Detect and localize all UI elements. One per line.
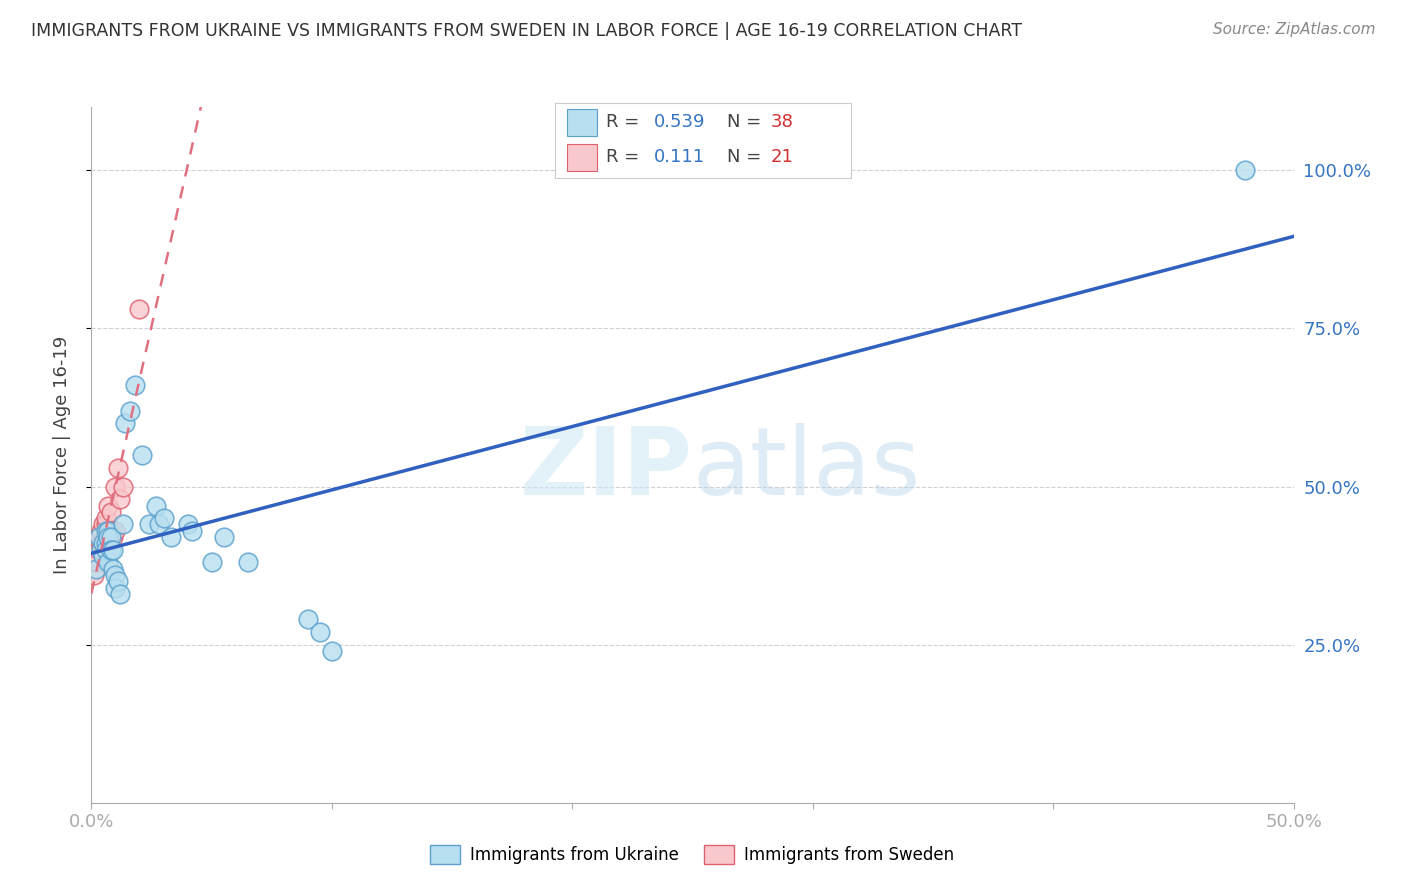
Point — [90, 524, 112, 538]
Point — [104, 524, 127, 538]
Point — [97, 530, 120, 544]
Point — [114, 417, 136, 431]
Point — [124, 378, 146, 392]
Point — [111, 517, 134, 532]
Point — [321, 644, 343, 658]
Point — [100, 505, 122, 519]
Point — [104, 568, 127, 582]
Text: N =: N = — [727, 113, 766, 131]
Y-axis label: In Labor Force | Age 16-19: In Labor Force | Age 16-19 — [52, 335, 70, 574]
Text: 38: 38 — [770, 113, 794, 131]
Point — [100, 524, 122, 538]
Point — [93, 542, 115, 557]
Point — [90, 536, 112, 550]
Text: R =: R = — [606, 148, 651, 166]
Point — [87, 530, 110, 544]
Point — [131, 448, 153, 462]
Point — [84, 562, 107, 576]
Point — [97, 530, 120, 544]
Point — [97, 556, 120, 570]
Point — [93, 517, 115, 532]
Point — [90, 542, 112, 557]
Point — [128, 302, 150, 317]
Point — [308, 625, 330, 640]
Point — [297, 612, 319, 626]
Point — [97, 524, 120, 538]
Text: 0.539: 0.539 — [654, 113, 706, 131]
Point — [152, 511, 174, 525]
Point — [94, 542, 117, 557]
Point — [212, 530, 235, 544]
Legend: Immigrants from Ukraine, Immigrants from Sweden: Immigrants from Ukraine, Immigrants from… — [423, 838, 962, 871]
Point — [104, 581, 127, 595]
Point — [94, 511, 117, 525]
Point — [145, 499, 167, 513]
Text: Source: ZipAtlas.com: Source: ZipAtlas.com — [1212, 22, 1375, 37]
Point — [110, 492, 132, 507]
Point — [201, 556, 224, 570]
Point — [97, 499, 120, 513]
Point — [94, 524, 117, 538]
Point — [111, 479, 134, 493]
Point — [94, 536, 117, 550]
Point — [87, 530, 110, 544]
Point — [138, 517, 160, 532]
Text: 0.111: 0.111 — [654, 148, 706, 166]
Text: N =: N = — [727, 148, 766, 166]
Text: ZIP: ZIP — [520, 423, 692, 515]
Text: 21: 21 — [770, 148, 794, 166]
Point — [176, 517, 198, 532]
Point — [1234, 163, 1257, 178]
Point — [110, 587, 132, 601]
Point — [93, 536, 115, 550]
Text: R =: R = — [606, 113, 644, 131]
Point — [87, 542, 110, 557]
Text: atlas: atlas — [692, 423, 921, 515]
Point — [83, 568, 105, 582]
Point — [100, 530, 122, 544]
Point — [84, 556, 107, 570]
Point — [159, 530, 181, 544]
Bar — [567, 109, 596, 136]
Point — [94, 517, 117, 532]
Text: IMMIGRANTS FROM UKRAINE VS IMMIGRANTS FROM SWEDEN IN LABOR FORCE | AGE 16-19 COR: IMMIGRANTS FROM UKRAINE VS IMMIGRANTS FR… — [31, 22, 1022, 40]
Point — [118, 403, 141, 417]
Point — [101, 542, 124, 557]
Point — [181, 524, 204, 538]
Point — [148, 517, 170, 532]
Bar — [567, 144, 596, 171]
Point — [101, 562, 124, 576]
Point — [101, 530, 124, 544]
Point — [104, 479, 127, 493]
Point — [107, 460, 129, 475]
Point — [107, 574, 129, 589]
Point — [236, 556, 259, 570]
Point — [100, 542, 122, 557]
Point — [93, 549, 115, 563]
